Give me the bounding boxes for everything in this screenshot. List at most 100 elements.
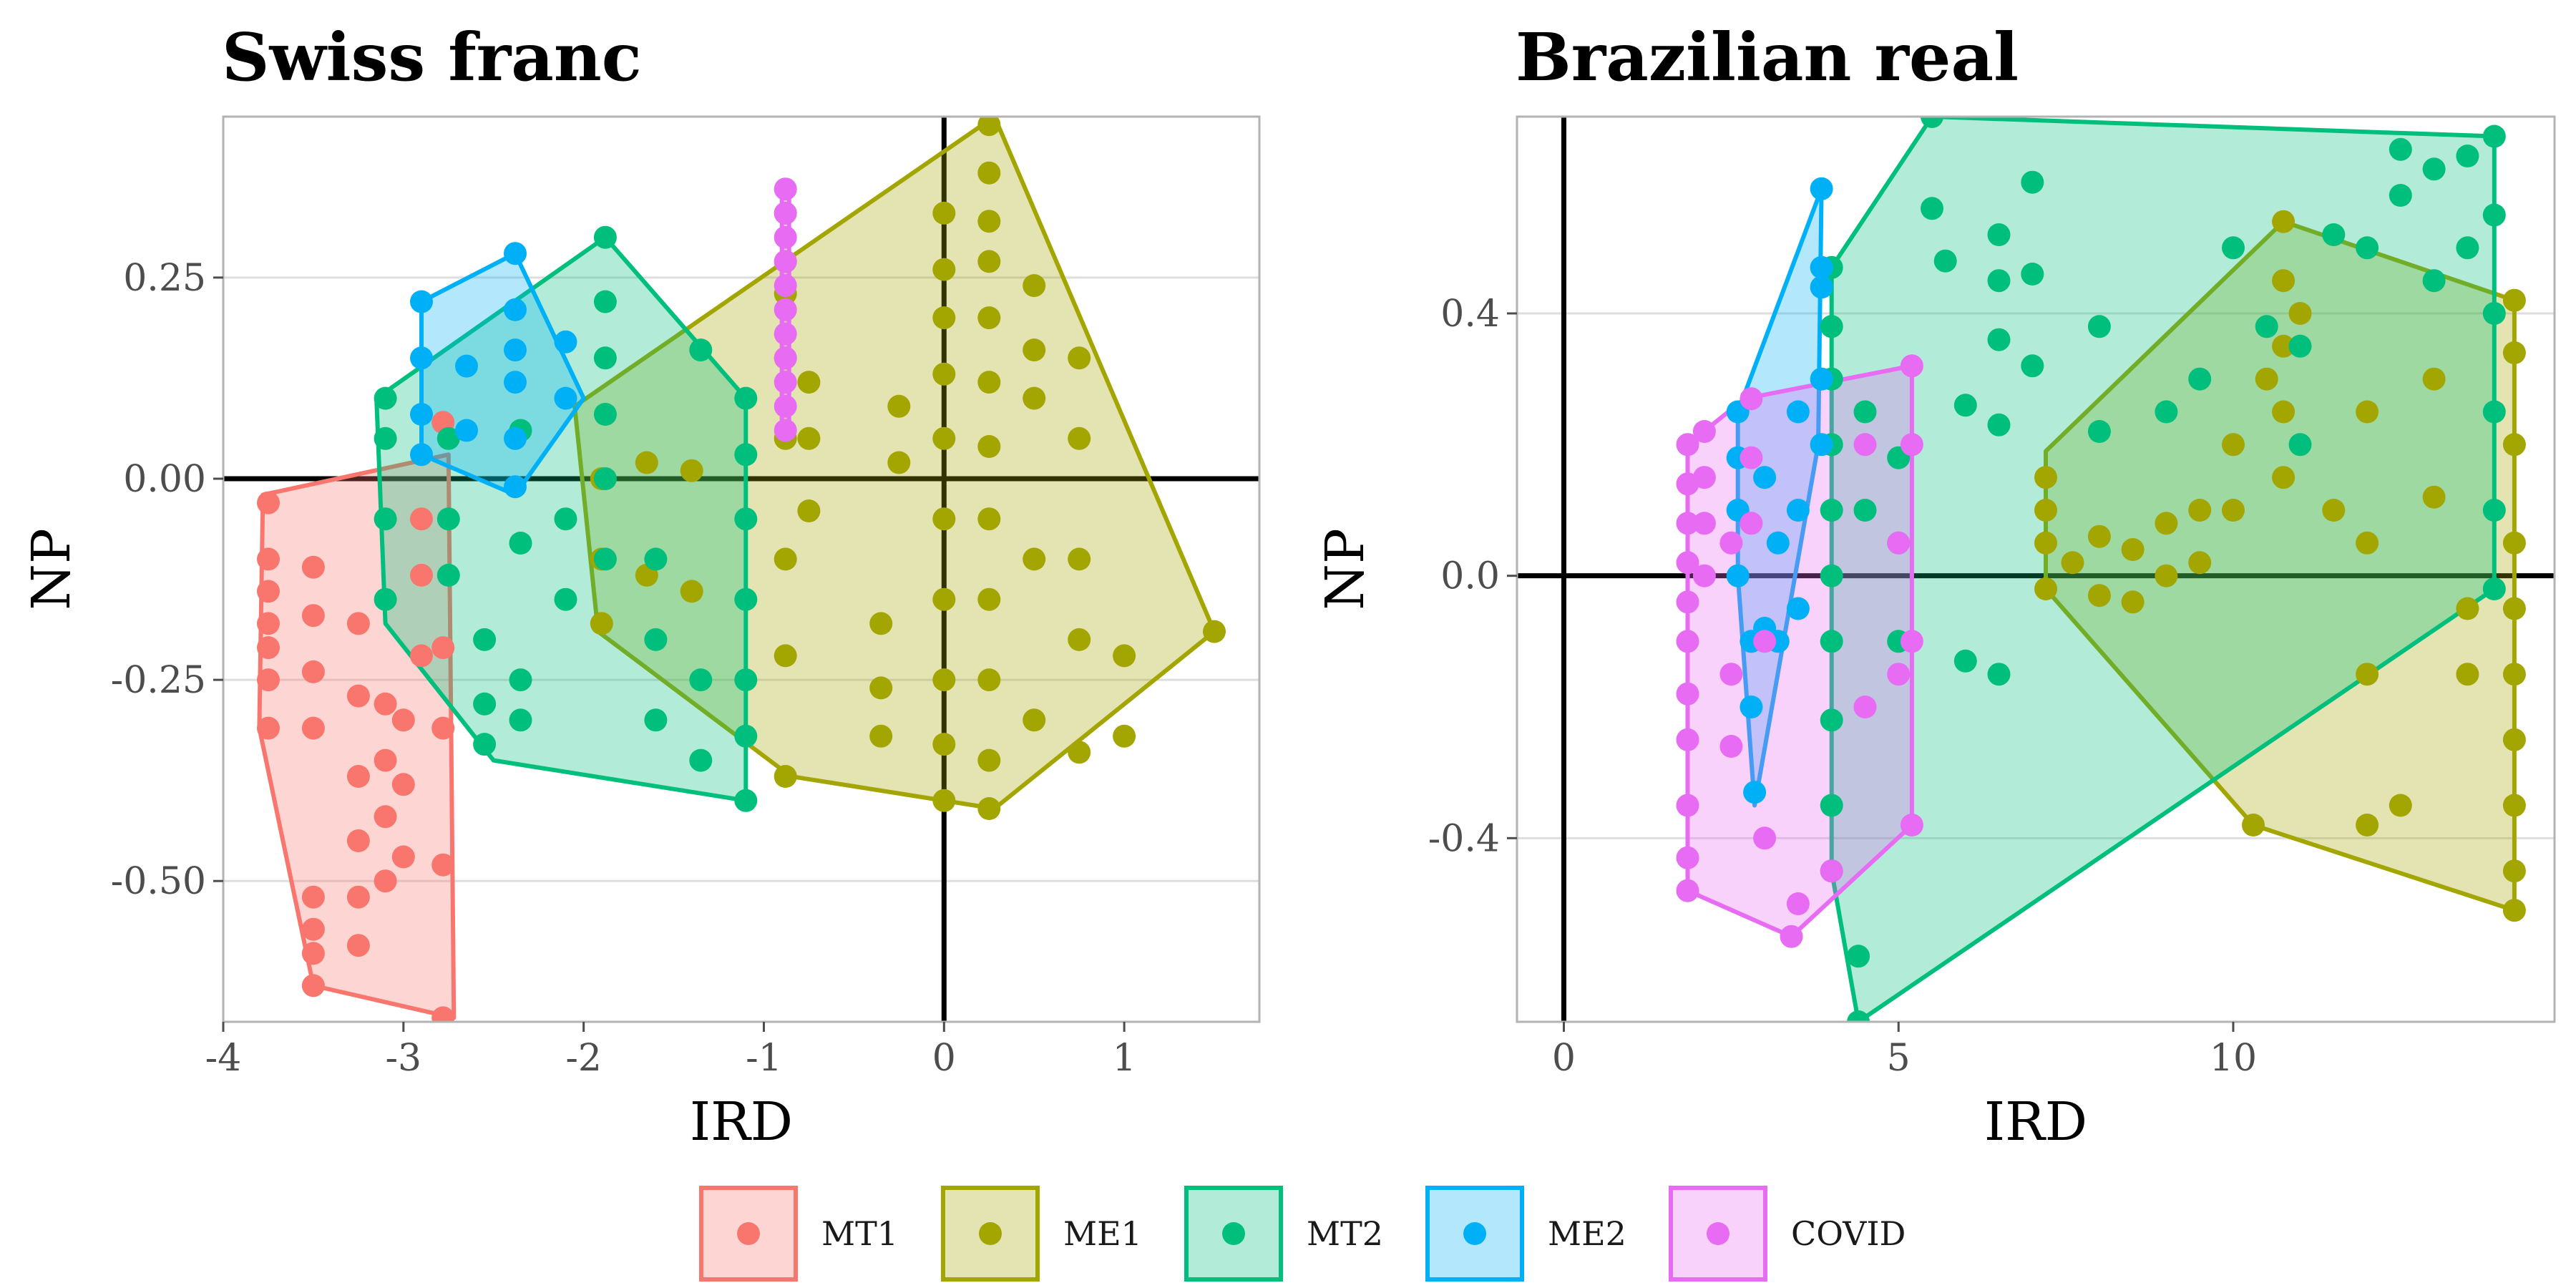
data-point-mt2 bbox=[2389, 184, 2412, 207]
data-point-mt2 bbox=[2087, 420, 2111, 443]
hull-covid bbox=[1685, 364, 1914, 939]
data-point-mt2 bbox=[2356, 236, 2379, 260]
data-point-covid bbox=[1900, 433, 1923, 457]
y-axis-title: NP bbox=[21, 528, 82, 610]
data-point-mt1 bbox=[391, 773, 415, 796]
data-point-mt2 bbox=[374, 386, 397, 410]
data-point-me1 bbox=[1023, 386, 1046, 410]
data-point-me1 bbox=[2272, 466, 2296, 489]
y-tick-label: -0.25 bbox=[111, 659, 206, 702]
data-point-me1 bbox=[1068, 346, 1091, 370]
legend-label-mt2: MT2 bbox=[1307, 1214, 1383, 1253]
data-point-mt2 bbox=[734, 443, 758, 467]
data-point-me2 bbox=[554, 330, 577, 353]
data-point-me1 bbox=[2034, 531, 2057, 555]
data-point-mt2 bbox=[2021, 170, 2044, 194]
legend-label-mt1: MT1 bbox=[821, 1214, 898, 1253]
data-point-mt2 bbox=[2222, 236, 2245, 260]
data-point-covid bbox=[1692, 512, 1716, 535]
data-point-me1 bbox=[932, 733, 956, 756]
data-point-mt2 bbox=[689, 748, 713, 772]
data-point-me1 bbox=[2456, 597, 2479, 620]
data-point-me1 bbox=[2188, 499, 2212, 522]
data-point-me1 bbox=[977, 435, 1001, 458]
data-point-me1 bbox=[932, 258, 956, 281]
data-point-mt2 bbox=[2482, 203, 2506, 227]
data-point-mt2 bbox=[593, 547, 617, 571]
data-point-mt2 bbox=[644, 628, 668, 651]
data-point-me2 bbox=[1810, 275, 1833, 299]
data-point-me1 bbox=[2222, 433, 2245, 457]
data-point-mt1 bbox=[391, 845, 415, 869]
data-point-me1 bbox=[932, 507, 956, 531]
data-point-mt1 bbox=[431, 853, 455, 877]
legend-swatch-me2 bbox=[1463, 1222, 1486, 1245]
data-point-me2 bbox=[1753, 466, 1777, 489]
data-point-me1 bbox=[932, 587, 956, 611]
data-point-mt1 bbox=[410, 644, 433, 668]
data-point-me1 bbox=[977, 250, 1001, 273]
data-point-mt2 bbox=[593, 346, 617, 370]
data-point-covid bbox=[1740, 387, 1763, 411]
data-point-mt1 bbox=[301, 974, 325, 997]
y-tick-label: 0.4 bbox=[1440, 293, 1500, 336]
data-point-mt2 bbox=[689, 338, 713, 362]
panel-border bbox=[1516, 115, 2556, 1023]
legend-swatch-mt1 bbox=[737, 1222, 760, 1245]
data-point-covid bbox=[1692, 420, 1716, 443]
data-point-me1 bbox=[1068, 741, 1091, 764]
data-point-mt1 bbox=[346, 612, 370, 635]
data-point-covid bbox=[1900, 814, 1923, 836]
data-point-mt1 bbox=[410, 563, 433, 587]
data-point-me1 bbox=[2034, 577, 2057, 600]
data-point-covid bbox=[1853, 696, 1877, 718]
data-point-me1 bbox=[977, 748, 1001, 772]
data-point-covid bbox=[1780, 924, 1803, 948]
y-axis-title: NP bbox=[1314, 528, 1376, 610]
data-point-mt2 bbox=[2255, 315, 2278, 338]
x-tick-label: -1 bbox=[746, 1037, 782, 1080]
data-point-covid bbox=[1753, 630, 1777, 653]
data-point-me1 bbox=[977, 117, 1001, 137]
data-point-me1 bbox=[774, 765, 797, 788]
legend-key-me2 bbox=[1425, 1186, 1524, 1282]
data-point-me1 bbox=[797, 426, 821, 450]
data-point-me2 bbox=[504, 475, 527, 499]
data-point-covid bbox=[1676, 551, 1699, 575]
data-point-mt2 bbox=[509, 532, 532, 555]
data-point-mt2 bbox=[1921, 117, 1943, 128]
data-point-covid bbox=[1676, 630, 1699, 653]
data-point-mt2 bbox=[2422, 269, 2446, 293]
data-point-covid bbox=[1676, 590, 1699, 614]
data-point-mt2 bbox=[1987, 269, 2011, 293]
panel-brazilian-real: Brazilian real 0 5 10 0.4 0.0 -0.4 IRD NP bbox=[1314, 19, 2556, 1153]
data-point-mt2 bbox=[2482, 302, 2506, 325]
data-point-me1 bbox=[2155, 564, 2178, 587]
data-point-mt1 bbox=[346, 934, 370, 957]
data-point-mt1 bbox=[301, 716, 325, 740]
data-point-mt2 bbox=[1820, 564, 1843, 587]
data-point-mt2 bbox=[593, 467, 617, 490]
data-point-me1 bbox=[2087, 584, 2111, 608]
data-point-me1 bbox=[2502, 341, 2526, 364]
x-tick-label: 0 bbox=[1552, 1037, 1576, 1080]
data-point-me1 bbox=[932, 201, 956, 225]
data-point-covid bbox=[774, 177, 797, 201]
data-point-me1 bbox=[2502, 531, 2526, 555]
data-point-me1 bbox=[869, 676, 893, 700]
data-point-me1 bbox=[1113, 644, 1136, 668]
legend-swatch-covid bbox=[1707, 1222, 1729, 1245]
data-point-me1 bbox=[977, 507, 1001, 531]
data-point-me2 bbox=[504, 298, 527, 321]
data-point-me1 bbox=[977, 797, 1001, 820]
data-point-mt2 bbox=[1933, 249, 1957, 273]
data-point-me1 bbox=[1068, 628, 1091, 651]
data-point-mt1 bbox=[431, 1006, 455, 1022]
data-point-me2 bbox=[410, 346, 433, 370]
data-point-me1 bbox=[887, 451, 911, 474]
data-point-me1 bbox=[932, 306, 956, 330]
data-point-covid bbox=[774, 346, 797, 370]
data-point-mt2 bbox=[2482, 125, 2506, 148]
data-point-covid bbox=[1719, 663, 1743, 686]
data-point-me1 bbox=[2288, 302, 2312, 325]
